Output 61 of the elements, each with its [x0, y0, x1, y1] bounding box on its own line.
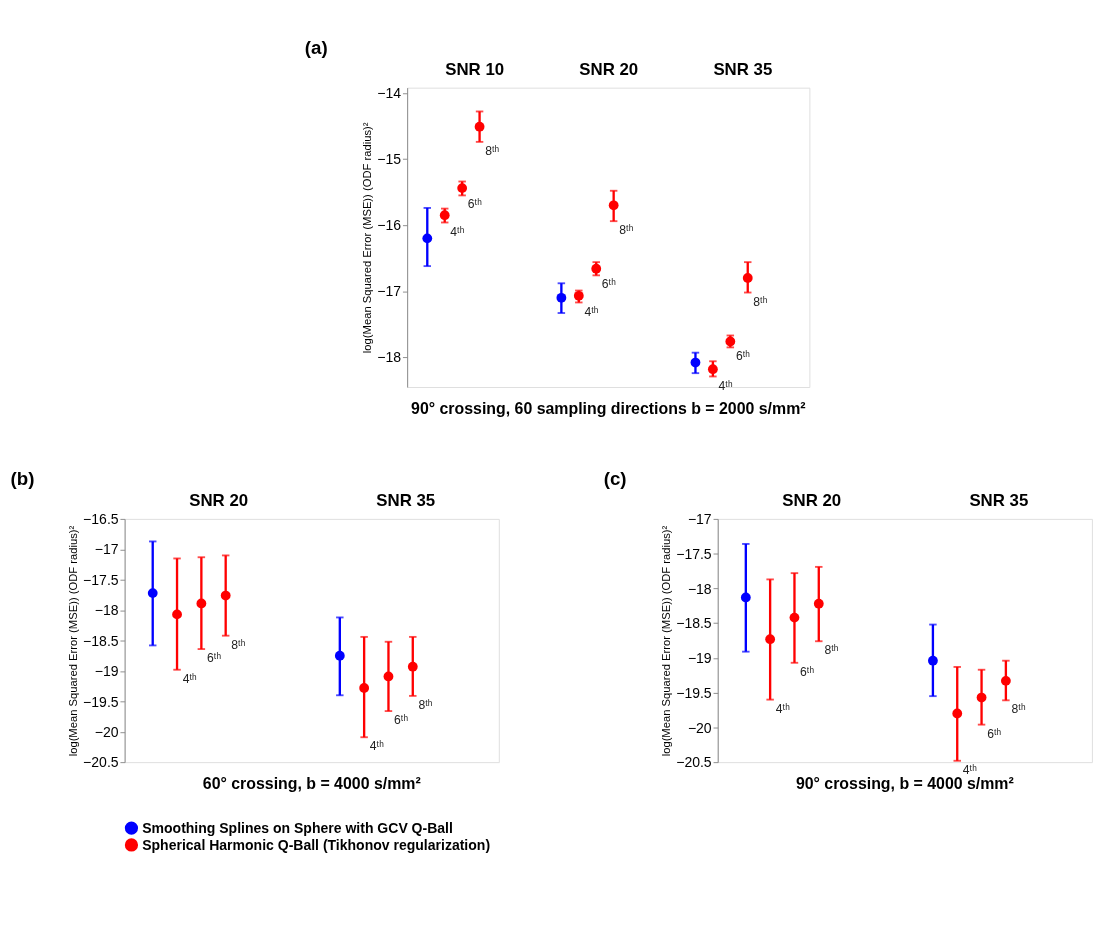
annotation: 8ᵗʰ [619, 223, 634, 238]
y-axis-title: log(Mean Squared Error (MSE)) (ODF radius)² [360, 122, 373, 354]
y-tick-label: −18.5 [83, 632, 119, 649]
x-tick-label: SNR 20 [189, 491, 249, 511]
x-tick-label: SNR 20 [782, 491, 842, 511]
y-tick-label: −19 [94, 663, 119, 680]
annotation: 6ᵗʰ [800, 664, 815, 679]
y-tick-label: −20.5 [676, 754, 712, 771]
y-tick-label: −19.5 [676, 684, 712, 701]
y-tick-label: −20 [687, 719, 712, 736]
y-tick-label: −18.5 [676, 615, 712, 632]
annotation: 8ᵗʰ [231, 637, 246, 652]
chart-title: (c) [603, 468, 627, 490]
y-tick-label: −15 [377, 151, 402, 168]
annotation: 6ᵗʰ [987, 726, 1002, 741]
annotation: 8ᵗʰ [753, 294, 768, 309]
annotation: 8ᵗʰ [418, 697, 433, 712]
y-tick-label: −17.5 [83, 571, 119, 588]
x-tick-label: SNR 20 [579, 60, 639, 80]
y-tick-label: −19 [687, 650, 712, 667]
annotation: 6ᵗʰ [394, 713, 409, 728]
annotation: 4ᵗʰ [775, 701, 791, 716]
y-tick-label: −20 [94, 723, 119, 740]
y-tick-label: −18 [377, 349, 402, 366]
y-axis-title: log(Mean Squared Error (MSE)) (ODF radius)² [66, 525, 79, 757]
y-tick-label: −19.5 [83, 693, 119, 710]
chart-title: (a) [304, 37, 328, 58]
y-tick-label: −14 [377, 85, 402, 102]
y-tick-label: −18 [94, 602, 119, 619]
x-axis-title: 60° crossing, b = 4000 s/mm² [202, 775, 421, 793]
y-tick-label: −17 [687, 511, 712, 528]
annotation: 4ᵗʰ [450, 224, 465, 239]
annotation: 4ᵗʰ [182, 671, 198, 686]
x-tick-label: SNR 35 [376, 491, 436, 511]
annotation: 4ᵗʰ [369, 739, 385, 754]
annotation: 6ᵗʰ [206, 651, 222, 666]
annotation: 8ᵗʰ [485, 143, 500, 158]
annotation: 8ᵗʰ [1011, 702, 1026, 717]
x-tick-label: SNR 10 [445, 60, 505, 80]
y-tick-label: −16.5 [83, 511, 119, 528]
annotation: 4ᵗʰ [584, 304, 599, 319]
annotation: 6ᵗʰ [467, 197, 483, 212]
y-tick-label: −17.5 [676, 545, 712, 562]
x-axis-title: 90° crossing, b = 4000 s/mm² [795, 775, 1014, 793]
y-tick-label: −16 [377, 217, 402, 234]
legend-label: Spherical Harmonic Q-Ball (Tikhonov regularization) [142, 836, 491, 853]
text: 4ᵗʰ [962, 762, 978, 777]
chart-title: (b) [10, 468, 35, 490]
legend-label: Smoothing Splines on Sphere with GCV Q-Ball [142, 819, 453, 836]
annotation: 6ᵗʰ [601, 277, 617, 292]
annotation: 8ᵗʰ [824, 643, 839, 658]
x-tick-label: SNR 35 [969, 491, 1029, 511]
y-tick-label: −17 [94, 541, 119, 558]
annotation: 4ᵗʰ [718, 378, 733, 393]
y-tick-label: −20.5 [83, 754, 119, 771]
x-tick-label: SNR 35 [713, 60, 773, 80]
y-tick-label: −18 [687, 580, 712, 597]
y-tick-label: −17 [377, 283, 402, 300]
annotation: 6ᵗʰ [735, 349, 751, 364]
y-axis-title: log(Mean Squared Error (MSE)) (ODF radius)² [659, 525, 672, 757]
x-axis-title: 90° crossing, 60 sampling directions b = 2000 s/mm² [411, 400, 806, 418]
